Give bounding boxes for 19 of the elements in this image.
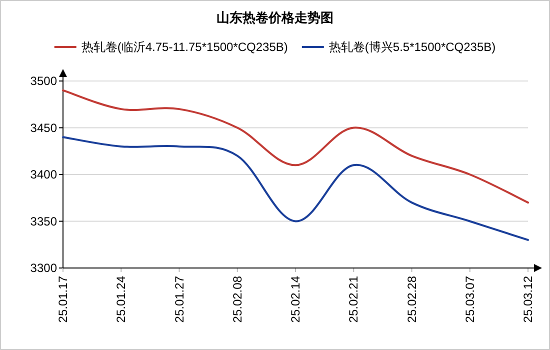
x-tick-label: 25.01.17 <box>56 276 70 323</box>
x-tick-label: 25.02.21 <box>346 276 361 323</box>
y-tick-label: 3400 <box>30 168 58 182</box>
x-tick-label: 25.03.07 <box>462 276 477 323</box>
y-tick-label: 3450 <box>30 120 58 135</box>
legend-label: 热轧卷(临沂4.75-11.75*1500*CQ235B) <box>81 40 288 54</box>
line-series <box>62 136 529 241</box>
chart-title: 山东热卷价格走势图 <box>216 10 334 25</box>
line-series <box>62 89 529 204</box>
x-tick-label: 25.01.27 <box>172 276 186 323</box>
x-tick-label: 25.03.12 <box>521 276 535 323</box>
y-tick-label: 3350 <box>30 214 58 228</box>
x-tick-label: 25.02.08 <box>230 276 244 323</box>
legend-label: 热轧卷(博兴5.5*1500*CQ235B) <box>328 40 496 54</box>
x-tick-label: 25.01.24 <box>114 276 128 323</box>
x-tick-label: 25.02.14 <box>288 276 302 323</box>
y-tick-label: 3300 <box>30 261 58 275</box>
x-tick-label: 25.02.28 <box>404 276 419 323</box>
y-tick-label: 3500 <box>30 74 58 88</box>
